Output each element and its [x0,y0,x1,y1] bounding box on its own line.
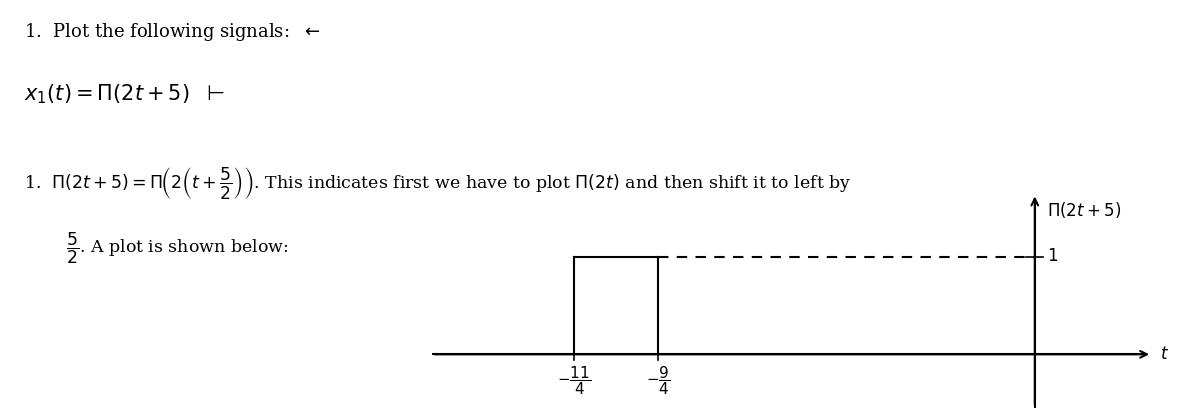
Text: $1$: $1$ [1046,248,1057,265]
Text: $-\dfrac{11}{4}$: $-\dfrac{11}{4}$ [557,364,592,397]
Text: $x_1(t) = \Pi(2t + 5)$  $\vdash$: $x_1(t) = \Pi(2t + 5)$ $\vdash$ [24,82,224,106]
Text: $\dfrac{5}{2}$. A plot is shown below:: $\dfrac{5}{2}$. A plot is shown below: [66,231,288,266]
Text: 1.  Plot the following signals:  $\leftarrow$: 1. Plot the following signals: $\leftarr… [24,21,320,42]
Text: $t$: $t$ [1160,346,1170,363]
Text: $\Pi(2t + 5)$: $\Pi(2t + 5)$ [1046,201,1121,220]
Text: $-\dfrac{9}{4}$: $-\dfrac{9}{4}$ [646,364,671,397]
Text: 1.  $\Pi(2t + 5) = \Pi\!\left(2\left(t + \dfrac{5}{2}\right)\right)$. This indic: 1. $\Pi(2t + 5) = \Pi\!\left(2\left(t + … [24,165,852,201]
